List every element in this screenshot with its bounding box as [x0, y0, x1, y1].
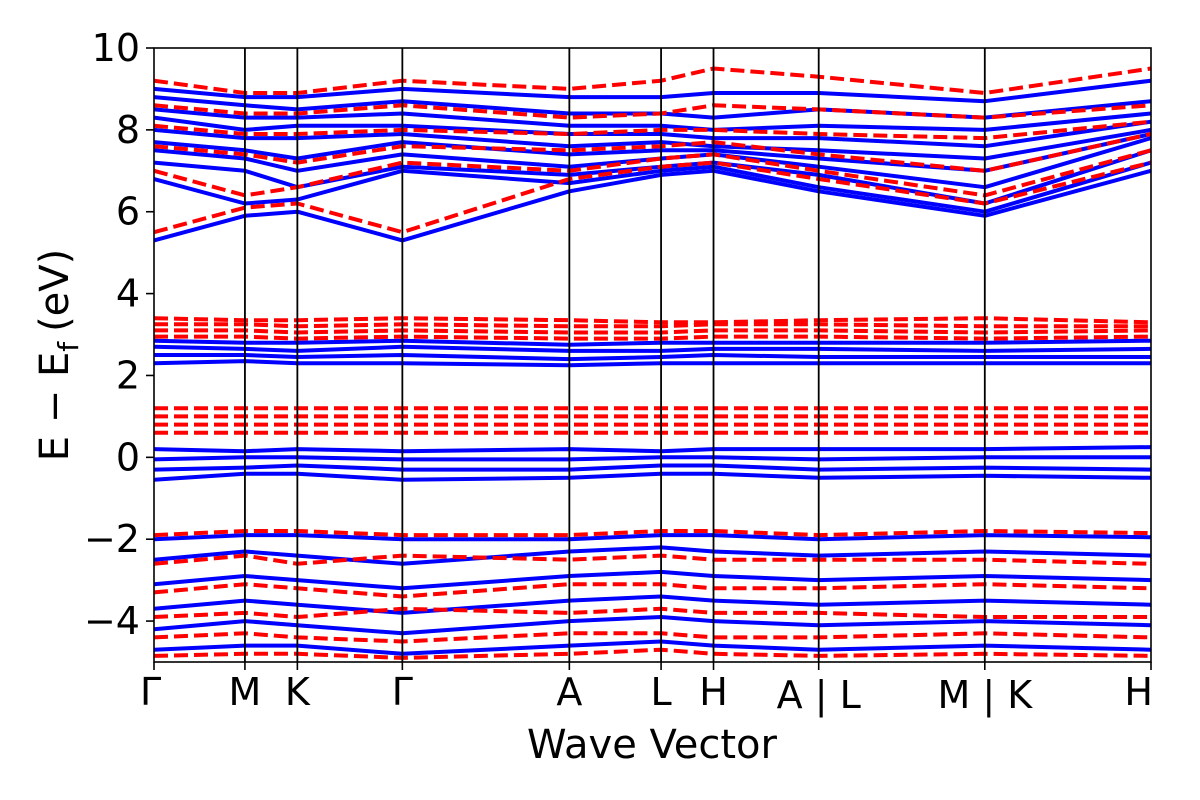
solid-band-6 — [154, 115, 1151, 149]
dashed-band-3 — [154, 119, 1151, 141]
dashed-band-8 — [154, 322, 1151, 329]
y-axis: −4 −2 0 2 4 6 8 10 — [84, 26, 154, 643]
x-tick-label-4: A — [556, 670, 582, 714]
y-axis-label-subscript: f — [52, 341, 85, 352]
solid-band-13 — [154, 338, 1151, 347]
dashed-band-1 — [154, 148, 1151, 198]
solid-band-1 — [154, 160, 1151, 214]
y-axis-label: E − Ef (eV) — [32, 249, 85, 462]
x-tick-label-8: M | K — [937, 673, 1033, 718]
x-axis-label: Wave Vector — [527, 722, 778, 768]
y-tick-label-0: −4 — [84, 599, 140, 643]
dashed-band-15 — [154, 553, 1151, 566]
y-tick-label-5: 6 — [116, 190, 140, 234]
x-tick-label-6: H — [699, 670, 728, 714]
solid-band-7 — [154, 107, 1151, 132]
dashed-band-7 — [154, 328, 1151, 335]
dashed-band-5 — [154, 66, 1151, 95]
x-tick-label-0: Γ — [140, 670, 161, 714]
dashed-band-9 — [154, 316, 1151, 325]
y-tick-label-6: 8 — [116, 108, 140, 152]
plot-frame — [153, 47, 1152, 663]
solid-band-22 — [154, 615, 1151, 636]
solid-band-12 — [154, 344, 1151, 353]
solid-band-11 — [154, 353, 1151, 362]
dashed-band-17 — [154, 606, 1151, 619]
solid-band-17 — [154, 445, 1151, 454]
dashed-band-6 — [154, 334, 1151, 341]
dashed-band-0 — [154, 160, 1151, 235]
dashed-band-2 — [154, 132, 1151, 173]
y-tick-label-2: 0 — [116, 435, 140, 479]
dashed-band-14 — [154, 529, 1151, 538]
solid-band-23 — [154, 639, 1151, 656]
solid-band-0 — [154, 168, 1151, 243]
y-tick-label-7: 10 — [92, 26, 140, 70]
solid-band-2 — [154, 148, 1151, 206]
x-tick-label-3: Γ — [392, 670, 413, 714]
y-axis-label-main: E − E — [32, 352, 78, 462]
solid-band-9 — [154, 78, 1151, 104]
y-tick-label-1: −2 — [84, 517, 140, 561]
kpoint-lines — [244, 48, 986, 662]
solid-band-16 — [154, 455, 1151, 462]
x-tick-label-1: M — [229, 670, 262, 714]
x-tick-label-5: L — [650, 670, 671, 714]
bands-layer — [154, 66, 1151, 660]
solid-band-5 — [154, 127, 1151, 161]
solid-band-14 — [154, 471, 1151, 482]
dashed-band-19 — [154, 647, 1151, 660]
dashed-band-16 — [154, 582, 1151, 599]
solid-band-20 — [154, 569, 1151, 591]
solid-band-21 — [154, 594, 1151, 615]
solid-band-18 — [154, 533, 1151, 542]
x-tick-label-9: H — [1124, 670, 1153, 714]
y-tick-label-3: 2 — [116, 353, 140, 397]
x-tick-label-2: K — [285, 670, 311, 714]
x-tick-label-7: A | L — [777, 673, 861, 718]
y-axis-label-unit: (eV) — [32, 249, 78, 332]
dashed-band-18 — [154, 631, 1151, 644]
solid-band-10 — [154, 359, 1151, 368]
solid-band-15 — [154, 463, 1151, 472]
dashed-band-4 — [154, 103, 1151, 120]
solid-band-3 — [154, 136, 1151, 190]
solid-band-19 — [154, 545, 1151, 566]
solid-band-4 — [154, 132, 1151, 173]
y-tick-label-4: 4 — [116, 272, 140, 316]
